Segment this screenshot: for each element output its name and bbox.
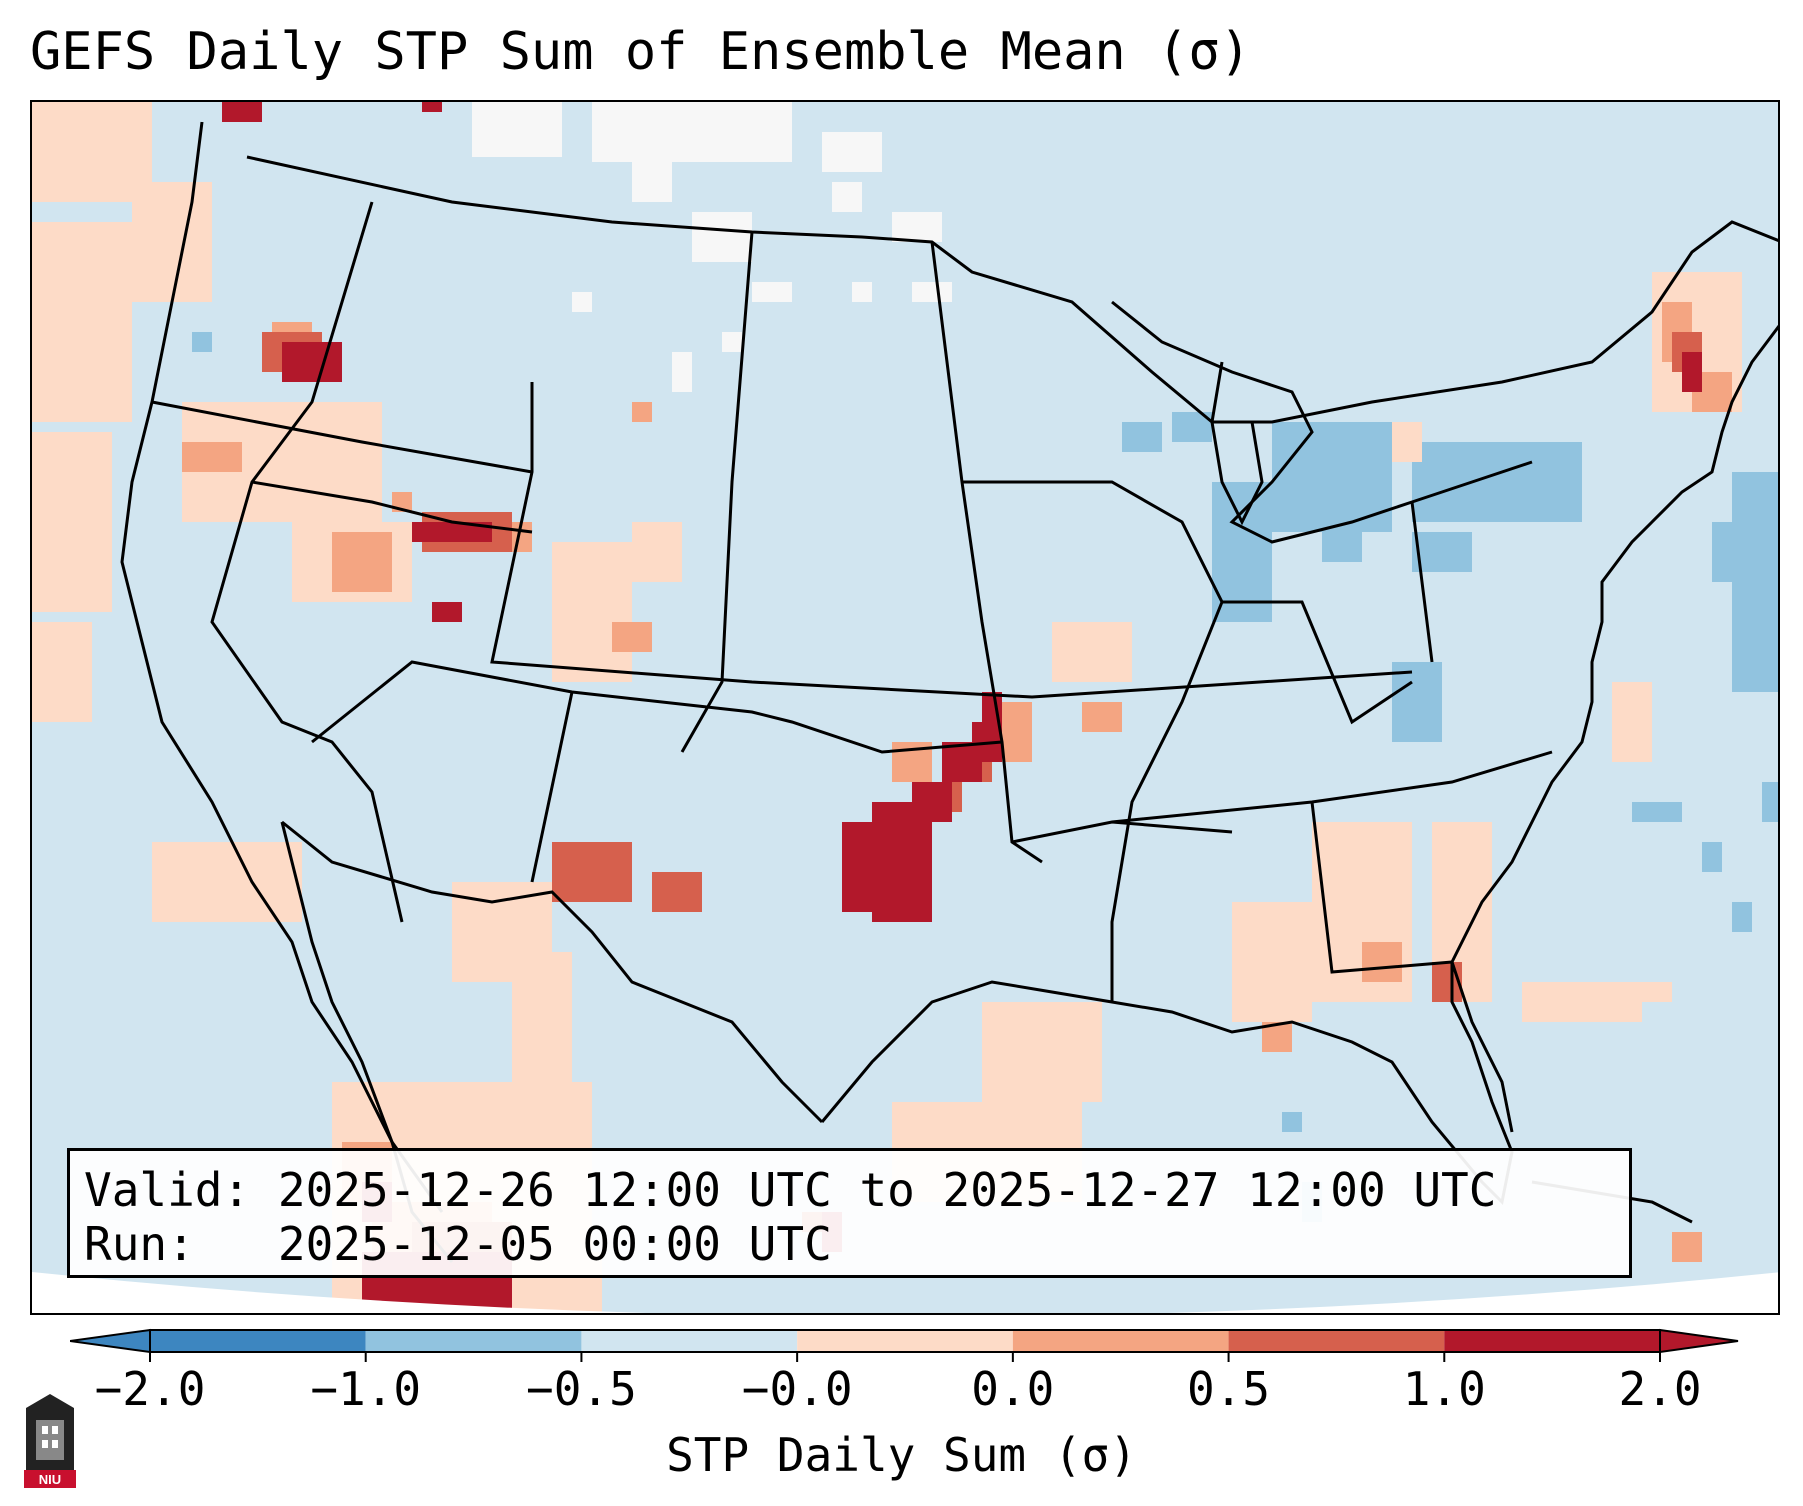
chart-title: GEFS Daily STP Sum of Ensemble Mean (σ) <box>30 22 1251 82</box>
valid-label: Valid: <box>84 1163 251 1217</box>
projection-edge <box>32 1272 1778 1313</box>
state-line-2 <box>490 382 1413 699</box>
gulf-coast <box>820 962 1514 1206</box>
colorbar-segment <box>1012 1330 1229 1352</box>
state-line-9 <box>962 480 1224 1002</box>
colorbar-extend-high <box>1659 1328 1739 1354</box>
valid-line: Valid: 2025-12-26 12:00 UTC to 2025-12-2… <box>84 1163 1496 1217</box>
state-line-4 <box>210 201 404 923</box>
state-line-13 <box>1310 801 1453 974</box>
west-coast <box>120 121 444 1213</box>
state-line-11 <box>1111 750 1553 824</box>
colorbar-tick-label: −0.5 <box>526 1362 637 1416</box>
run-value: 2025-12-05 00:00 UTC <box>277 1217 832 1271</box>
colorbar-segment <box>797 1330 1013 1352</box>
state-line-8 <box>930 241 1043 864</box>
boundary-lines <box>120 121 1778 1263</box>
logo-banner <box>24 1470 76 1488</box>
state-line-1 <box>151 400 533 474</box>
lake-michigan <box>1210 361 1264 526</box>
colorbar-tick-label: −2.0 <box>94 1362 206 1416</box>
run-line: Run: 2025-12-05 00:00 UTC <box>84 1217 832 1271</box>
colorbar-label: STP Daily Sum (σ) <box>666 1428 1137 1482</box>
colorbar-segment <box>150 1330 366 1352</box>
colorbar-tick-label: 0.0 <box>971 1362 1055 1416</box>
near-zero-cells <box>472 102 952 392</box>
florida <box>1450 961 1514 1133</box>
colorbar-segment <box>581 1330 798 1352</box>
colorbar-extend-low <box>70 1328 151 1354</box>
colorbar-segment <box>365 1330 582 1352</box>
colorbar-segment <box>1228 1330 1445 1352</box>
state-line-5 <box>311 660 1003 754</box>
colorbar-tick-label: −0.0 <box>741 1362 853 1416</box>
state-line-6 <box>530 691 574 883</box>
niu-logo: NIU <box>24 1394 76 1488</box>
mexico-border <box>281 820 824 1124</box>
colorbar-outline <box>149 1329 1661 1353</box>
state-line-3 <box>251 480 533 534</box>
colorbar-segment <box>1444 1330 1660 1352</box>
colorbar-tick-label: 1.0 <box>1402 1362 1486 1416</box>
valid-run-info-box: Valid: 2025-12-26 12:00 UTC to 2025-12-2… <box>67 1148 1632 1278</box>
valid-value: 2025-12-26 12:00 UTC to 2025-12-27 12:00… <box>277 1163 1497 1217</box>
state-line-7 <box>680 231 754 753</box>
colorbar-tick-label: 0.5 <box>1187 1362 1271 1416</box>
run-label: Run: <box>84 1217 195 1271</box>
east-coast <box>1450 324 1778 963</box>
colorbar-tick-label: −1.0 <box>310 1362 422 1416</box>
colorbar-tick-label: 2.0 <box>1618 1362 1702 1416</box>
canada-border <box>246 155 1778 424</box>
logo-text: NIU <box>39 1472 61 1487</box>
state-line-14 <box>1410 501 1434 663</box>
map-svg <box>32 102 1778 1313</box>
state-line-10 <box>1222 600 1413 725</box>
map-panel <box>30 100 1780 1315</box>
state-line-12 <box>1011 820 1233 844</box>
colorbar <box>70 1328 1739 1362</box>
